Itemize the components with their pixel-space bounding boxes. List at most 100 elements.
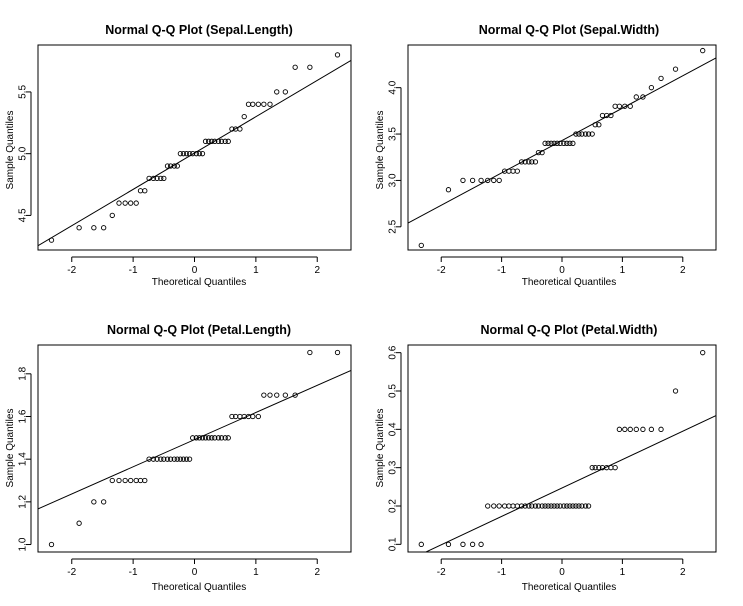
data-point <box>209 138 215 144</box>
data-point <box>196 435 203 441</box>
qq-reference-line <box>408 57 716 224</box>
plot-frame <box>37 44 352 251</box>
y-tick-label: 0.1 <box>388 537 399 551</box>
data-point <box>205 138 212 144</box>
data-point <box>579 503 585 509</box>
data-point <box>150 175 157 182</box>
data-point <box>485 503 491 509</box>
y-tick-label: 5.5 <box>18 85 29 99</box>
y-axis-label: Sample Quantiles <box>5 111 16 190</box>
data-point <box>174 163 180 169</box>
data-point <box>267 101 273 107</box>
data-point <box>445 187 452 193</box>
data-point <box>573 131 579 137</box>
x-tick-label: -2 <box>67 265 76 276</box>
data-point <box>526 503 532 509</box>
data-point <box>241 113 247 120</box>
data-point <box>592 122 598 128</box>
x-tick-label: 2 <box>680 567 686 578</box>
data-point <box>582 503 589 509</box>
y-tick-label: 2.5 <box>388 219 399 233</box>
data-point <box>116 477 122 484</box>
data-point <box>180 151 187 157</box>
data-point <box>212 138 218 144</box>
data-point <box>561 140 567 146</box>
panel-sepal-length: Normal Q-Q Plot (Sepal.Length) Theoretic… <box>5 23 352 288</box>
data-point <box>542 140 548 146</box>
data-point <box>700 350 706 356</box>
x-tick-label: -1 <box>497 265 506 276</box>
data-point <box>202 138 209 144</box>
data-point <box>101 225 107 231</box>
data-point <box>532 159 539 165</box>
data-point <box>557 503 563 509</box>
data-point <box>573 503 579 509</box>
data-point <box>640 94 646 100</box>
data-point <box>150 456 157 462</box>
data-point <box>274 392 280 398</box>
data-point <box>633 94 639 100</box>
x-tick-label: -2 <box>437 265 446 276</box>
plot-frame <box>37 344 352 553</box>
x-tick-label: -1 <box>129 265 138 276</box>
data-point <box>579 131 585 137</box>
data-point <box>622 426 628 432</box>
data-point <box>567 140 573 146</box>
data-point <box>218 138 225 144</box>
data-point <box>557 140 563 146</box>
x-axis-label: Theoretical Quantiles <box>522 582 617 593</box>
data-point <box>564 140 570 146</box>
qq-reference-line <box>424 415 716 552</box>
data-point <box>567 503 573 509</box>
data-point <box>518 503 525 509</box>
data-point <box>209 435 215 441</box>
y-tick-label: 1.6 <box>18 409 29 423</box>
data-point <box>76 225 82 231</box>
data-point <box>133 200 139 206</box>
data-point <box>526 159 532 165</box>
panel-title: Normal Q-Q Plot (Petal.Width) <box>481 323 658 337</box>
y-tick-label: 3.5 <box>388 127 399 141</box>
x-tick-label: -2 <box>67 567 76 578</box>
data-point <box>229 413 235 420</box>
data-point <box>554 503 560 509</box>
data-point <box>551 140 557 146</box>
data-point <box>237 126 243 132</box>
data-point <box>334 52 341 58</box>
data-point <box>161 456 167 462</box>
x-axis-label: Theoretical Quantiles <box>152 277 247 288</box>
data-point <box>596 122 602 128</box>
x-tick-label: 2 <box>314 567 320 578</box>
data-point <box>608 112 614 119</box>
data-point <box>589 465 595 471</box>
data-point <box>648 426 655 432</box>
data-point <box>225 435 231 441</box>
data-point <box>218 435 225 441</box>
data-point <box>177 456 184 462</box>
data-point <box>551 503 557 509</box>
panel-title: Normal Q-Q Plot (Sepal.Width) <box>479 23 659 37</box>
data-point <box>225 138 231 144</box>
y-tick-label: 5.0 <box>18 146 29 160</box>
data-point <box>460 541 466 547</box>
data-point <box>612 465 618 471</box>
data-point <box>164 456 171 462</box>
data-point <box>91 499 97 505</box>
x-tick-label: 0 <box>192 567 198 578</box>
data-point <box>48 237 55 243</box>
x-tick-label: 2 <box>314 265 320 276</box>
data-point <box>582 131 589 137</box>
data-point <box>539 149 545 156</box>
data-point <box>282 89 288 95</box>
data-point <box>255 101 261 107</box>
data-point <box>418 242 424 249</box>
data-point <box>658 426 664 432</box>
x-tick-label: 1 <box>253 567 259 578</box>
data-point <box>496 177 502 184</box>
y-axis-label: Sample Quantiles <box>375 111 386 190</box>
data-point <box>48 541 55 548</box>
data-point <box>255 413 261 420</box>
data-point <box>261 392 267 398</box>
plot-frame <box>407 344 717 553</box>
